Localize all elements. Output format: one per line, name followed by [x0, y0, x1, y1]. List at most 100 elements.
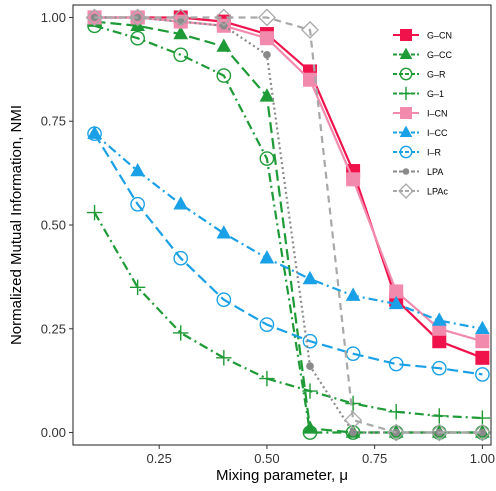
- y-tick-label: 0.00: [41, 425, 66, 440]
- y-tick-label: 1.00: [41, 10, 66, 25]
- series-5-point: [87, 125, 102, 139]
- legend-label: I–R: [427, 148, 442, 158]
- series-8-point: [171, 8, 190, 27]
- legend-marker: [399, 125, 413, 137]
- legend-label: I–CC: [427, 128, 448, 138]
- series-4-line: [94, 16, 483, 343]
- series-0-point: [475, 350, 490, 365]
- series-5-point: [345, 287, 361, 301]
- series-8-point: [387, 423, 406, 442]
- series-8-point: [128, 8, 147, 27]
- y-axis-title: Normalized Mutual Information, NMI: [8, 105, 25, 345]
- series-7-group: [90, 13, 487, 437]
- legend-label: LPA: [427, 167, 443, 177]
- axis-ticks: 0.25 0.50 0.75 1.00 0.00 0.25 0.50 0.75 1.00: [41, 10, 495, 466]
- legend-label: I–CN: [427, 109, 448, 119]
- series-8-line: [94, 16, 483, 434]
- series-4-point: [475, 334, 490, 349]
- series-7-point: [263, 50, 271, 59]
- legend-marker: [402, 168, 410, 175]
- series-3-point: [129, 279, 146, 295]
- series-8-point: [257, 8, 276, 27]
- series-6-line: [93, 133, 483, 376]
- series-5-point: [475, 320, 490, 335]
- legend-label: G–CN: [427, 31, 452, 41]
- series-4-point: [259, 31, 274, 46]
- x-tick-label: 0.25: [147, 451, 172, 466]
- series-8-point: [214, 8, 233, 27]
- series-3-point: [431, 408, 447, 424]
- y-tick-label: 0.50: [41, 218, 66, 233]
- series-5-point: [431, 312, 447, 326]
- series-8-group: [85, 8, 492, 442]
- series-3-point: [345, 395, 361, 412]
- legend-marker: [400, 29, 412, 41]
- legend-key: [393, 86, 419, 101]
- series-3-point: [216, 350, 232, 366]
- series-5-point: [173, 196, 189, 210]
- legend-background: [385, 22, 455, 210]
- legend: G–CN G–CC G–R G–1 I–CN I–CC I–R LPA LPAc: [385, 22, 455, 210]
- series-2-point: [130, 30, 145, 46]
- legend-key: [393, 29, 419, 41]
- legend-marker: [399, 47, 413, 59]
- series-1-point: [173, 26, 189, 40]
- series-5-group: [87, 125, 490, 335]
- series-6-point: [87, 126, 102, 142]
- series-1-point: [302, 420, 318, 434]
- series-5-point: [259, 250, 275, 264]
- x-tick-label: 0.50: [254, 451, 279, 466]
- legend-label: G–R: [427, 70, 446, 80]
- series-0-point: [432, 334, 447, 349]
- series-1-point: [259, 88, 275, 102]
- series-6-point: [388, 356, 404, 372]
- series-3-group: [86, 204, 491, 426]
- legend-marker: [399, 86, 413, 101]
- series-8-point: [344, 411, 363, 430]
- y-tick-label: 0.75: [41, 114, 66, 129]
- legend-marker: [398, 183, 414, 199]
- series-3-point: [474, 410, 491, 426]
- series-8-point: [85, 8, 104, 27]
- x-axis-title: Mixing parameter, μ: [216, 467, 348, 484]
- series-3-point: [259, 370, 275, 387]
- series-8-point: [301, 20, 319, 39]
- legend-label: G–CC: [427, 50, 453, 60]
- x-tick-label: 0.75: [362, 451, 387, 466]
- series-5-point: [302, 270, 318, 285]
- series-7-point: [349, 428, 357, 437]
- series-3-point: [86, 204, 103, 221]
- legend-key: [393, 125, 419, 137]
- legend-key: [393, 107, 419, 119]
- series-1-point: [216, 38, 232, 52]
- series-6-point: [431, 360, 447, 376]
- series-7-point: [133, 13, 142, 22]
- series-8-point: [473, 423, 492, 442]
- series-7-point: [478, 428, 487, 437]
- series-3-point: [173, 325, 189, 341]
- series-2-point: [259, 151, 275, 166]
- legend-label: LPAc: [427, 187, 448, 197]
- legend-key: [393, 168, 419, 175]
- legend-label: G–1: [427, 89, 444, 99]
- series-5-point: [216, 225, 232, 239]
- legend-key: [393, 47, 419, 59]
- series-2-point: [431, 425, 447, 440]
- series-2-point: [216, 68, 232, 83]
- series-2-point: [173, 47, 189, 63]
- legend-marker: [399, 67, 413, 81]
- y-tick-label: 0.25: [41, 321, 66, 336]
- series-5-point: [130, 162, 145, 177]
- legend-marker: [400, 107, 412, 119]
- legend-key: [393, 67, 419, 81]
- series-7-point: [306, 362, 314, 370]
- legend-marker: [399, 145, 413, 159]
- series-7-point: [176, 17, 185, 26]
- series-4-point: [346, 172, 361, 187]
- series-3-line: [93, 211, 483, 420]
- series-6-point: [173, 250, 189, 266]
- series-2-point: [302, 425, 318, 440]
- series-3-point: [302, 383, 318, 399]
- series-4-point: [389, 284, 404, 299]
